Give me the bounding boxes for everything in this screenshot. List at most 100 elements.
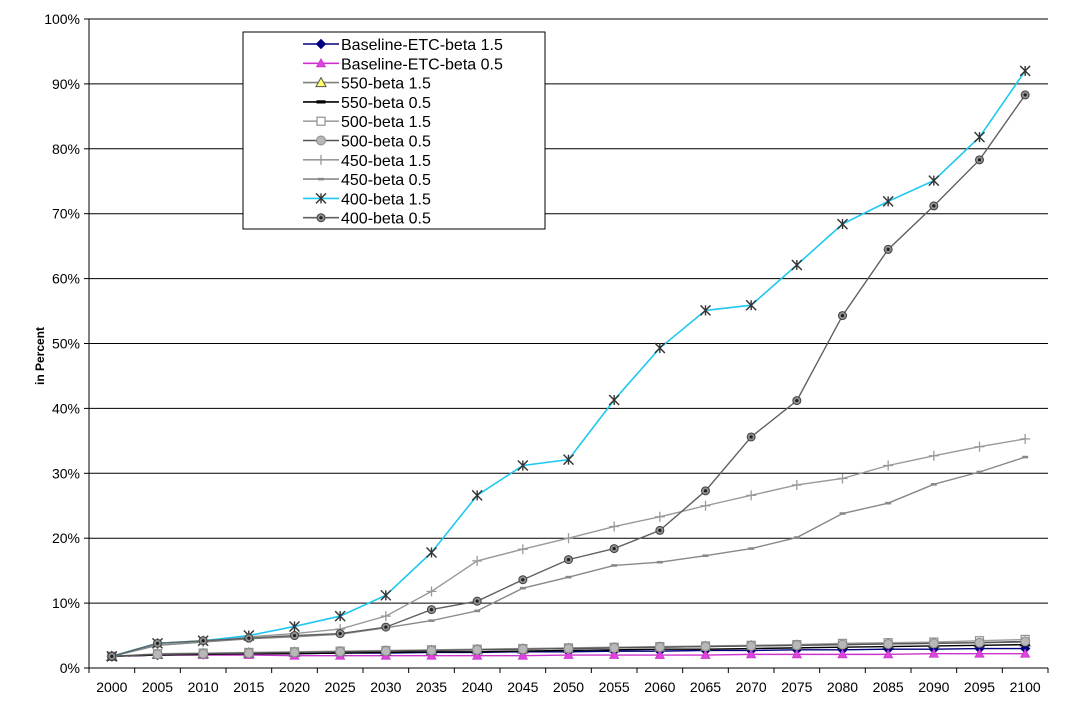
- data-point: [700, 641, 711, 652]
- data-point: [517, 544, 528, 555]
- data-point: [315, 38, 327, 50]
- y-tick-label: 70%: [52, 206, 80, 222]
- data-point: [609, 521, 620, 532]
- data-point: [654, 642, 665, 653]
- data-point: [428, 619, 435, 622]
- data-point: [702, 554, 709, 558]
- legend-label: 400-beta 0.5: [341, 211, 431, 228]
- data-point: [474, 609, 481, 613]
- y-tick-label: 90%: [52, 76, 80, 92]
- x-tick-label: 2085: [873, 679, 904, 695]
- data-point: [883, 638, 894, 649]
- legend-label: 550-beta 0.5: [341, 95, 431, 112]
- data-point: [472, 596, 482, 606]
- x-tick-label: 2000: [96, 679, 127, 695]
- series-group: [105, 65, 1032, 662]
- data-point: [974, 441, 985, 452]
- x-tick-label: 2090: [918, 679, 949, 695]
- data-point: [563, 649, 574, 659]
- data-point: [928, 450, 939, 461]
- data-point: [975, 155, 984, 165]
- data-point: [748, 547, 755, 550]
- data-point: [289, 647, 300, 658]
- data-point: [930, 483, 937, 486]
- legend-item: 500-beta 0.5: [303, 134, 431, 151]
- legend-item: 550-beta 0.5: [303, 95, 431, 112]
- y-tick-label: 0%: [60, 660, 80, 676]
- data-point: [837, 218, 848, 230]
- data-point: [152, 649, 163, 660]
- x-tick-label: 2045: [507, 679, 538, 695]
- data-point: [608, 394, 620, 406]
- data-point: [519, 586, 526, 590]
- data-point: [654, 342, 666, 354]
- series-line: [111, 438, 1026, 657]
- legend-item: Baseline-ETC-beta 1.5: [303, 37, 503, 54]
- data-point: [928, 648, 940, 658]
- data-point: [153, 638, 162, 648]
- data-point: [609, 544, 619, 554]
- y-tick-label: 40%: [52, 400, 80, 416]
- x-tick-label: 2055: [599, 679, 630, 695]
- series-500-beta-0-5: [106, 636, 1031, 662]
- legend: Baseline-ETC-beta 1.5 Baseline-ETC-beta 0…: [242, 31, 546, 230]
- legend-item: 500-beta 1.5: [303, 114, 431, 131]
- data-point: [316, 100, 326, 104]
- x-tick-label: 2100: [1010, 679, 1041, 695]
- data-point: [380, 589, 392, 601]
- data-point: [746, 490, 757, 501]
- data-point: [427, 605, 436, 615]
- legend-item: 450-beta 1.5: [303, 153, 431, 170]
- data-point: [929, 201, 939, 211]
- data-point: [471, 489, 483, 501]
- data-point: [315, 57, 327, 68]
- data-point: [517, 650, 529, 660]
- data-point: [928, 638, 939, 649]
- x-tick-label: 2010: [188, 679, 219, 695]
- x-tick-label: 2015: [233, 679, 264, 695]
- data-point: [316, 213, 326, 223]
- data-point: [700, 649, 711, 659]
- x-tick-label: 2065: [690, 679, 721, 695]
- data-point: [565, 575, 572, 579]
- x-tick-label: 2025: [325, 679, 356, 695]
- data-point: [563, 643, 574, 654]
- legend-item: 550-beta 1.5: [303, 76, 431, 93]
- data-point: [315, 192, 327, 204]
- data-point: [426, 586, 437, 597]
- legend-label: 450-beta 0.5: [341, 172, 431, 189]
- data-point: [426, 546, 437, 558]
- legend-label: 500-beta 1.5: [341, 114, 431, 131]
- data-point: [885, 501, 892, 505]
- data-point: [745, 649, 757, 659]
- data-point: [839, 512, 846, 515]
- data-point: [793, 536, 800, 539]
- x-tick-label: 2095: [964, 679, 995, 695]
- x-tick-label: 2040: [462, 679, 493, 695]
- x-tick-label: 2030: [370, 679, 401, 695]
- data-point: [976, 470, 983, 474]
- data-point: [472, 644, 483, 655]
- legend-box: [242, 31, 546, 230]
- data-point: [837, 649, 848, 659]
- y-tick-label: 10%: [52, 595, 80, 611]
- data-point: [837, 639, 848, 650]
- data-point: [882, 195, 894, 207]
- y-tick-label: 100%: [44, 11, 80, 27]
- series-450-beta-0-5: [108, 455, 1029, 658]
- data-point: [1020, 433, 1031, 444]
- legend-item: 400-beta 1.5: [303, 191, 431, 208]
- y-tick-label: 50%: [52, 336, 80, 352]
- y-axis-label: in Percent: [33, 327, 47, 385]
- legend-label: 450-beta 1.5: [341, 153, 431, 170]
- data-point: [198, 648, 209, 659]
- y-tick-label: 30%: [52, 465, 80, 481]
- data-point: [654, 649, 666, 659]
- legend-label: 400-beta 1.5: [341, 191, 431, 208]
- data-point: [334, 610, 346, 622]
- x-tick-label: 2080: [827, 679, 858, 695]
- data-point: [609, 642, 620, 653]
- data-point: [335, 629, 345, 639]
- legend-item: Baseline-ETC-beta 0.5: [303, 56, 503, 73]
- data-point: [290, 631, 299, 641]
